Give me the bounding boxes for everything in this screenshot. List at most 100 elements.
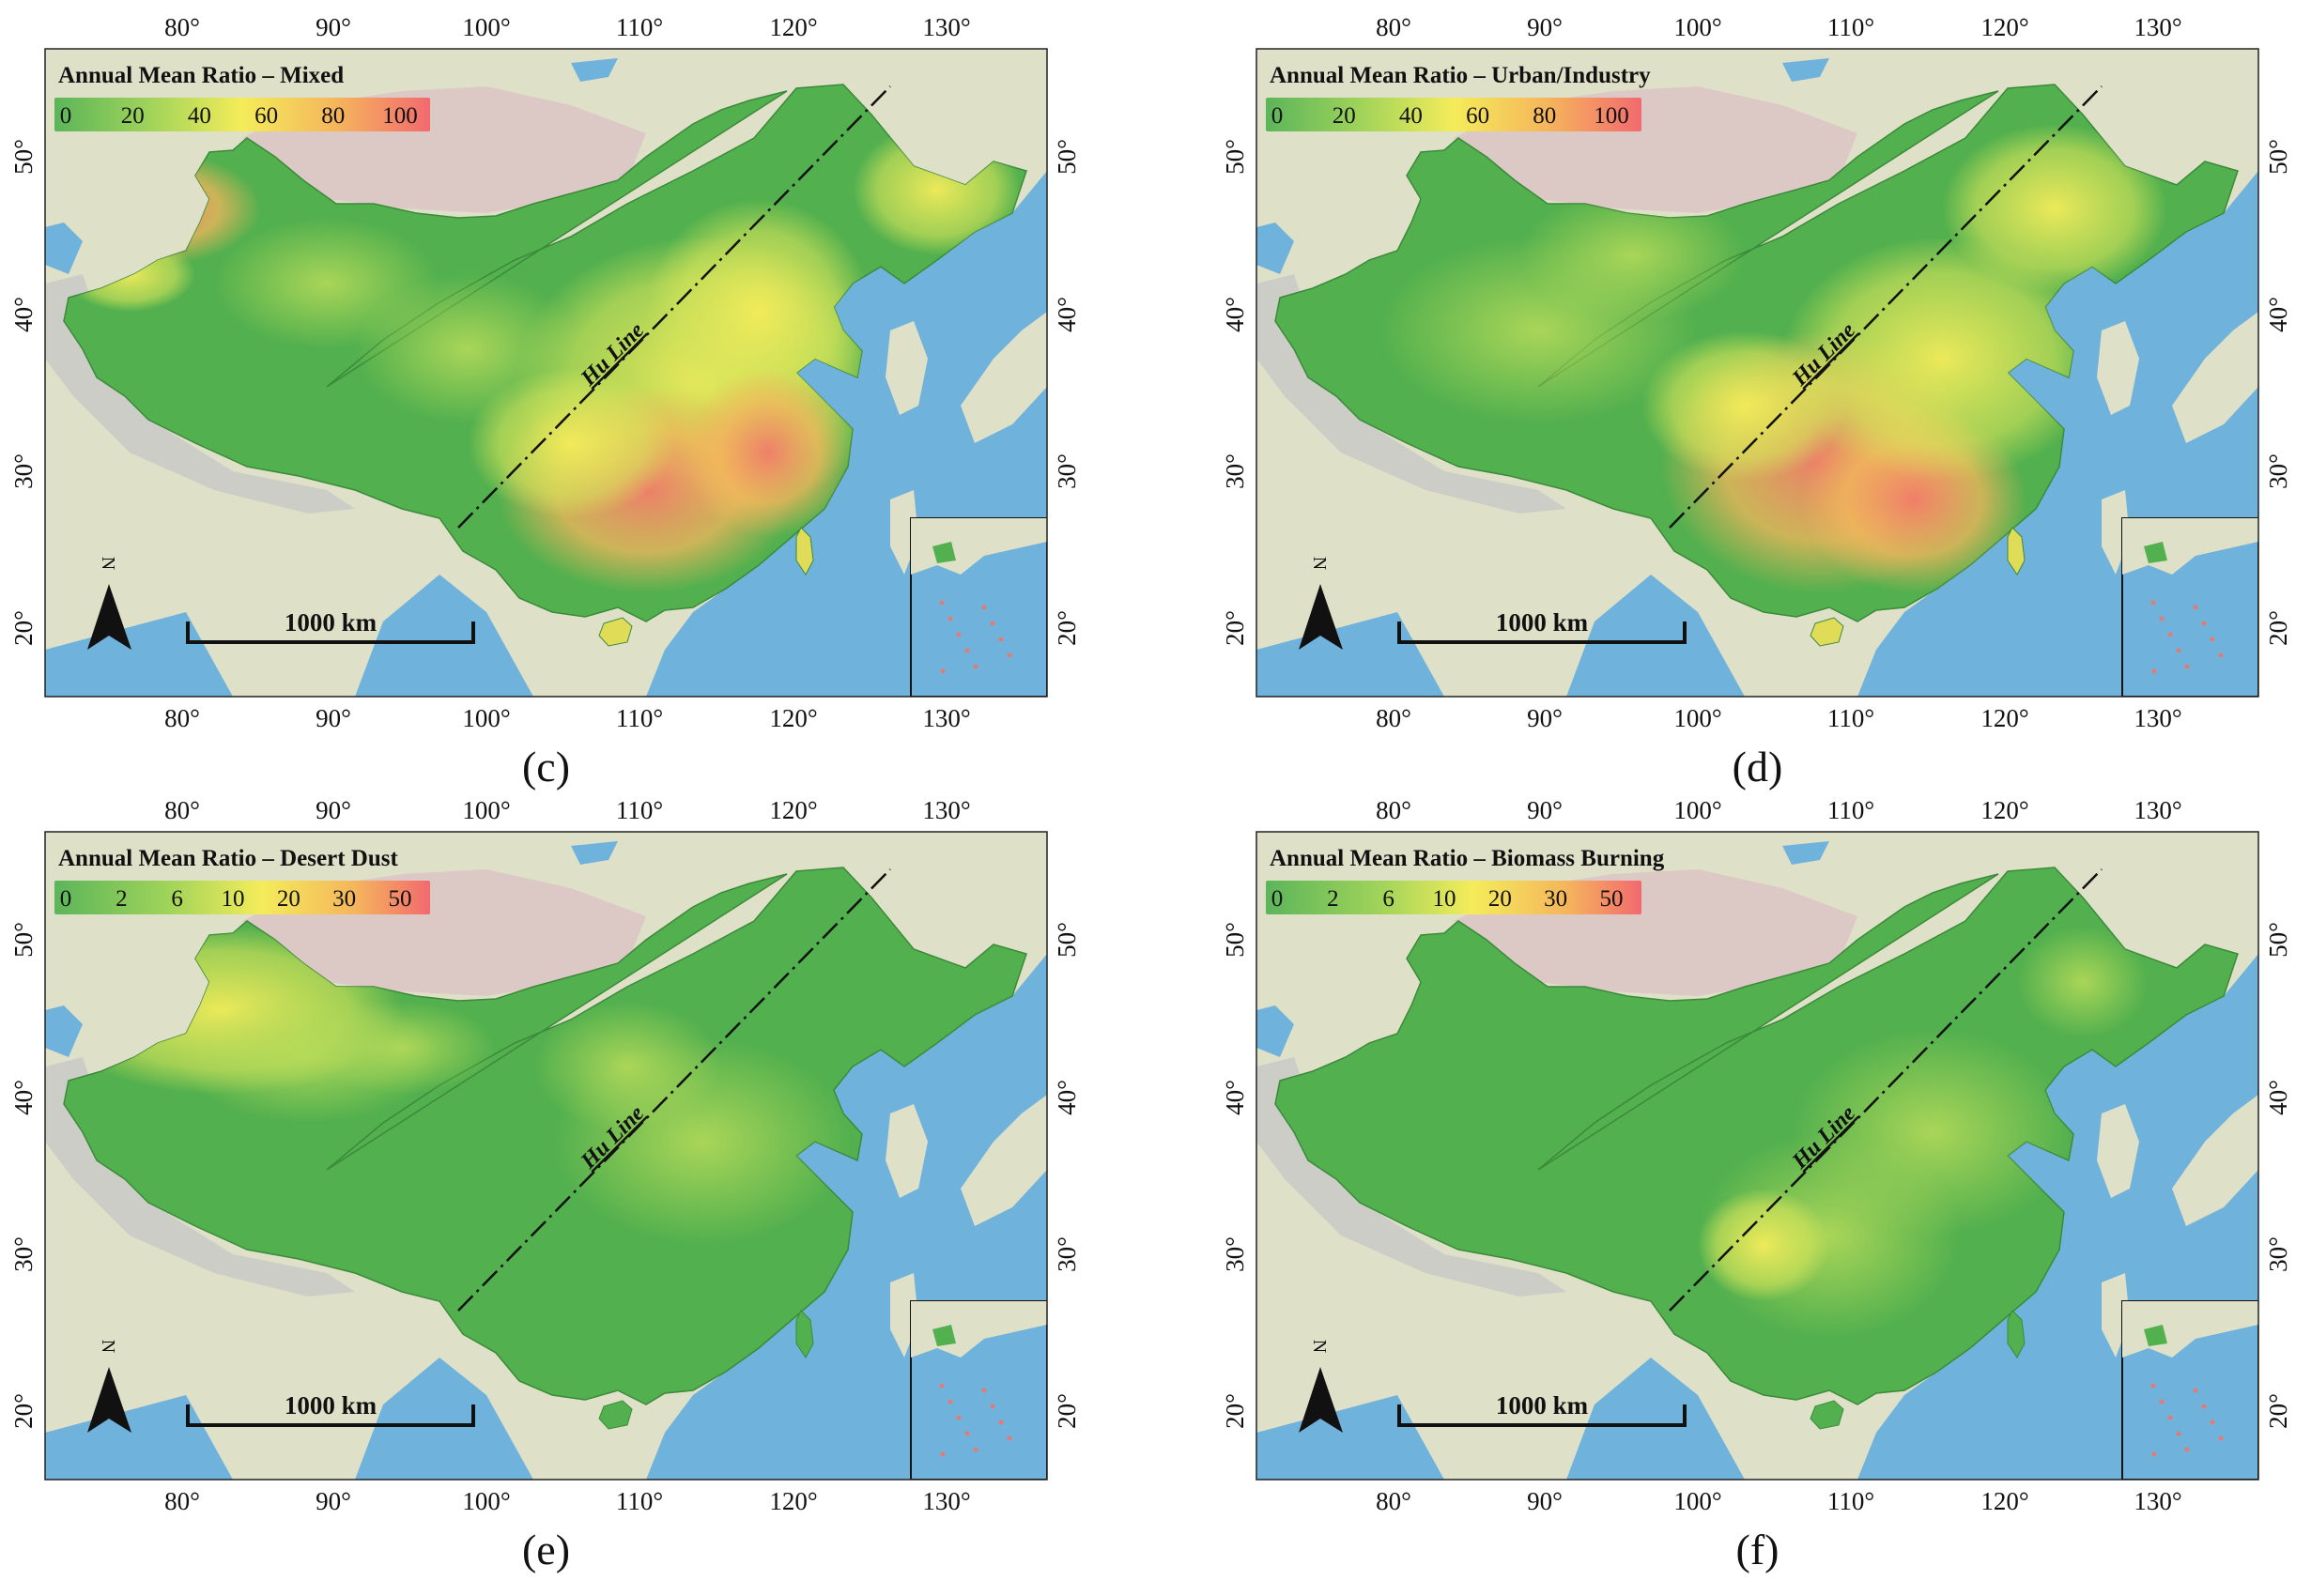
longitude-tick-top: 110° <box>616 796 663 824</box>
north-arrow: N <box>87 1340 131 1433</box>
inset-island <box>2218 652 2224 658</box>
scale-bar-line <box>186 622 475 644</box>
inset-island <box>990 621 995 626</box>
inset-island <box>2167 1415 2173 1420</box>
latitude-tick-right: 50° <box>1053 139 1081 175</box>
inset-island <box>956 1415 962 1420</box>
latitude-tick-left: 20° <box>9 610 38 646</box>
colorbar-tick-label: 0 <box>1271 886 1284 912</box>
longitude-tick-top: 80° <box>164 796 200 824</box>
intensity-patch <box>684 368 853 537</box>
map-frame <box>1256 831 2259 1481</box>
longitude-tick-top: 80° <box>1376 13 1411 41</box>
lake-baikal <box>1782 841 1829 865</box>
north-arrow-icon <box>87 1367 131 1433</box>
latitude-tick-right: 40° <box>2264 1080 2292 1115</box>
legend: Annual Mean Ratio – Mixed 0 20 40 60 80 100 <box>54 63 430 131</box>
longitude-tick-bottom: 90° <box>316 704 351 732</box>
south-china-sea-inset <box>2121 1300 2258 1480</box>
panel-caption: (f) <box>1736 1526 1779 1573</box>
longitude-tick-bottom: 120° <box>1980 1487 2028 1515</box>
north-arrow-icon <box>1299 584 1343 650</box>
caspian-sea <box>45 1005 83 1057</box>
inset-island <box>2176 1431 2181 1436</box>
inset-island <box>998 637 1004 642</box>
longitude-tick-bottom: 100° <box>1673 1487 1721 1515</box>
longitude-tick-top: 80° <box>164 13 200 41</box>
lake-baikal <box>1782 58 1829 82</box>
bay-of-bengal <box>1566 575 1745 697</box>
colorbar-tick-label: 30 <box>332 886 356 912</box>
taiwan-region <box>2007 1310 2026 1358</box>
scale-bar: 1000 km <box>186 1391 475 1427</box>
hu-line <box>457 868 891 1312</box>
latitude-tick-right: 40° <box>1053 1080 1081 1115</box>
north-arrow-icon <box>1299 1367 1343 1433</box>
latitude-tick-left: 50° <box>9 139 38 175</box>
longitude-tick-bottom: 130° <box>922 1487 970 1515</box>
inset-island <box>2150 1383 2156 1389</box>
inset-hainan <box>932 1325 956 1346</box>
panel-caption: (e) <box>522 1526 570 1573</box>
latitude-tick-right: 30° <box>1053 453 1081 489</box>
colorbar-tick-label: 2 <box>116 886 128 912</box>
map-area: Hu Line <box>1256 832 2258 1480</box>
longitude-tick-top: 80° <box>1376 796 1411 824</box>
inset-island <box>948 616 953 622</box>
longitude-tick-top: 90° <box>1527 796 1563 824</box>
longitude-tick-bottom: 110° <box>616 704 663 732</box>
lake-baikal <box>571 58 618 82</box>
colorbar-tick-label: 60 <box>254 103 278 129</box>
japan-land <box>2172 1095 2258 1226</box>
inset-island <box>2201 621 2207 626</box>
inset-island <box>2184 664 2190 669</box>
hu-line <box>457 85 891 529</box>
inset-island <box>973 1447 978 1452</box>
longitude-tick-top: 110° <box>1827 796 1874 824</box>
intensity-patch <box>214 218 439 349</box>
korea-land <box>2097 1104 2139 1198</box>
latitude-tick-right: 50° <box>2264 139 2292 175</box>
colorbar-tick-label: 80 <box>1533 103 1556 129</box>
inset-island <box>940 1451 946 1457</box>
lake-baikal <box>571 841 618 865</box>
north-label: N <box>1309 1340 1330 1353</box>
colorbar <box>1266 881 1641 914</box>
colorbar <box>1266 98 1641 131</box>
inset-island <box>2159 616 2165 622</box>
inset-island <box>2218 1435 2224 1441</box>
colorbar-tick-label: 10 <box>222 886 245 912</box>
longitude-tick-bottom: 90° <box>1527 704 1563 732</box>
hainan-region <box>1810 1400 1844 1430</box>
inset-island <box>998 1420 1004 1425</box>
longitude-tick-bottom: 90° <box>316 1487 351 1515</box>
scale-bar: 1000 km <box>1397 1391 1687 1427</box>
north-arrow: N <box>1299 1340 1343 1433</box>
longitude-tick-top: 90° <box>1527 13 1563 41</box>
colorbar-tick-label: 100 <box>382 103 418 129</box>
intensity-patch <box>308 1001 496 1095</box>
latitude-tick-left: 30° <box>1221 453 1249 489</box>
inset-island <box>2151 1451 2157 1457</box>
caspian-sea <box>1256 223 1294 274</box>
north-arrow: N <box>87 557 131 650</box>
inset-island <box>981 605 987 610</box>
inset-hainan <box>932 542 956 563</box>
longitude-tick-bottom: 120° <box>769 704 817 732</box>
longitude-tick-top: 120° <box>1980 796 2028 824</box>
colorbar-tick-label: 50 <box>1600 886 1624 912</box>
north-label: N <box>1309 557 1330 570</box>
inset-island <box>964 1431 970 1436</box>
longitude-tick-bottom: 130° <box>2134 1487 2181 1515</box>
hu-line <box>1669 868 2103 1312</box>
latitude-tick-right: 20° <box>2264 1393 2292 1429</box>
latitude-tick-left: 40° <box>9 297 38 332</box>
scale-bar-label: 1000 km <box>1496 1391 1589 1420</box>
inset-island <box>2176 648 2181 653</box>
inset-island <box>973 664 978 669</box>
taiwan-region <box>795 527 814 575</box>
korea-land <box>886 1104 928 1198</box>
latitude-tick-left: 20° <box>1221 610 1249 646</box>
